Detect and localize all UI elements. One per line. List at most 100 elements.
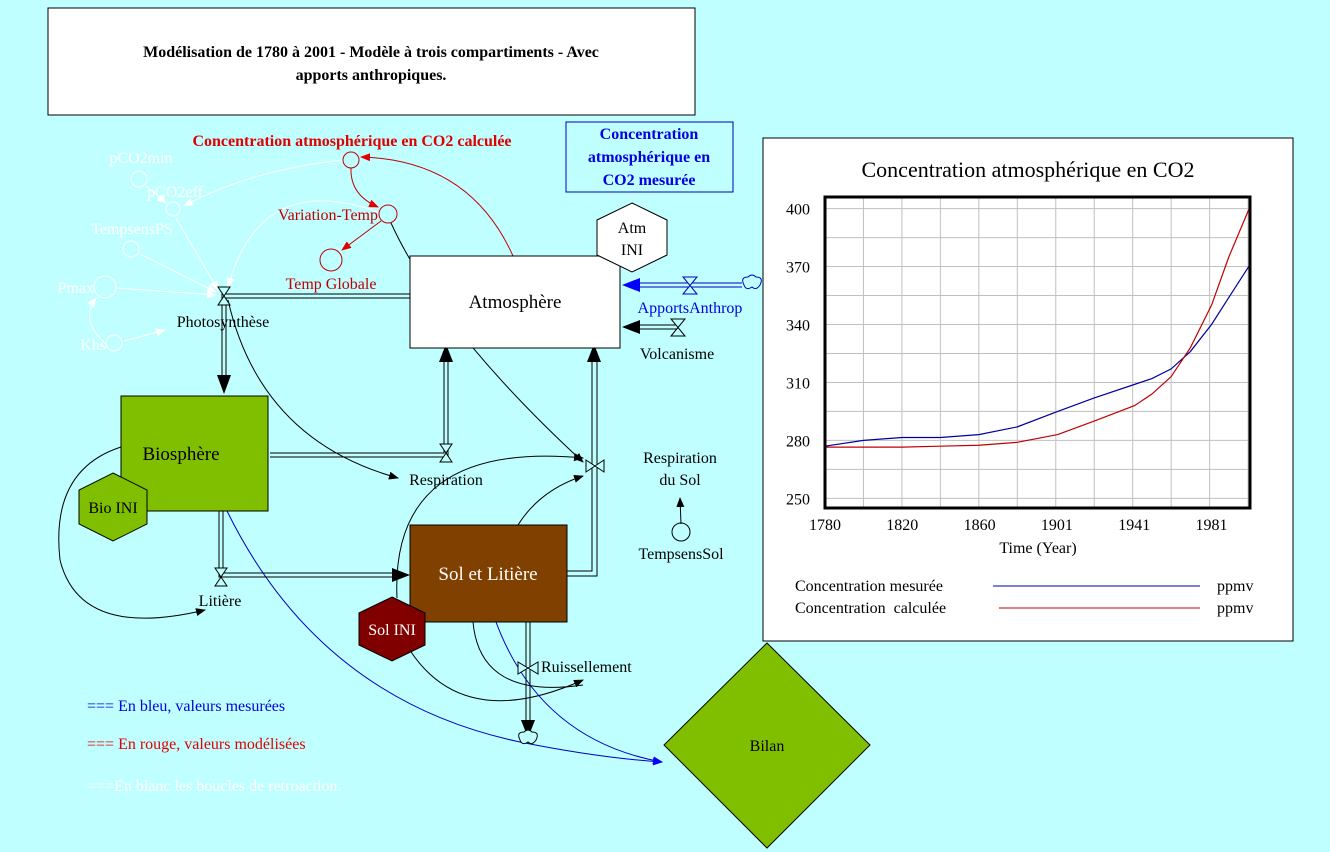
variation-temp-label: Variation-Temp <box>278 207 378 224</box>
photosynthese-label: Photosynthèse <box>177 314 269 331</box>
variation-temp-node[interactable] <box>378 204 398 224</box>
valve-apports[interactable] <box>681 276 699 295</box>
conc-calc-node[interactable] <box>342 151 360 169</box>
cloud-apports-icon <box>742 274 762 290</box>
conc-mesuree-box[interactable]: Concentration atmosphérique en CO2 mesur… <box>565 121 734 193</box>
atm-ini[interactable]: Atm INI <box>596 202 668 273</box>
link-tempsenssol-respsol <box>676 497 685 525</box>
y-tick-label: 340 <box>786 317 810 334</box>
pmax-label: Pmax <box>58 280 94 297</box>
link-sol-bilan <box>495 621 663 765</box>
sol-ini-label: Sol INI <box>368 622 416 639</box>
link-atm-conc <box>360 153 514 257</box>
ruissellement-label: Ruissellement <box>541 659 632 676</box>
temp-globale-label: Temp Globale <box>286 276 377 293</box>
tempsenssol-node[interactable] <box>671 522 691 542</box>
y-tick-label: 280 <box>786 433 810 450</box>
note-blue: === En bleu, valeurs mesurées <box>87 698 285 715</box>
pco2min-label: pCO2min <box>109 150 172 167</box>
respiration-sol-label-2: du Sol <box>659 472 701 489</box>
valve-respiration-sol[interactable] <box>585 459 605 473</box>
atm-ini-line2: INI <box>621 242 643 259</box>
x-tick-label: 1981 <box>1196 517 1228 534</box>
series-line-mesuree <box>824 264 1251 447</box>
link-vartemp-tempglobale <box>341 220 382 251</box>
x-tick-label: 1901 <box>1041 517 1073 534</box>
link-solini-ruiss <box>405 643 584 702</box>
bilan-label: Bilan <box>750 738 785 755</box>
arrowhead-apports <box>622 278 640 292</box>
link-pco2min-pco2eff <box>145 185 167 204</box>
y-tick-label: 400 <box>786 202 810 219</box>
conc-mes-line3: CO2 mesurée <box>603 172 696 189</box>
x-tick-label: 1860 <box>964 517 996 534</box>
chart-panel: Concentration atmosphérique en CO2 1780 1… <box>762 137 1294 642</box>
pipe-litiere <box>218 511 398 578</box>
valve-volcanisme[interactable] <box>669 318 687 337</box>
pipe-respiration <box>270 360 449 458</box>
x-tick-label: 1941 <box>1118 517 1150 534</box>
litiere-label: Litière <box>199 593 242 610</box>
pmax-node[interactable] <box>93 275 117 299</box>
link-photo-respiration <box>227 299 399 480</box>
conc-mes-line1: Concentration <box>600 126 699 143</box>
temp-globale-node[interactable] <box>319 248 343 272</box>
link-khs-photo <box>123 328 166 342</box>
x-tick-label: 1820 <box>886 517 918 534</box>
arrowhead-volcanisme <box>622 320 640 334</box>
pipe-volcanisme <box>634 324 678 330</box>
link-bio-bilan <box>226 510 663 766</box>
respiration-label: Respiration <box>409 472 483 489</box>
valve-respiration[interactable] <box>439 443 453 463</box>
cloud-ruissellement-icon <box>518 729 538 745</box>
link-vartemp-photo <box>226 200 379 288</box>
note-red: === En rouge, valeurs modélisées <box>87 736 306 753</box>
link-sol-respsol-1 <box>396 453 584 599</box>
title-box: Modélisation de 1780 à 2001 - Modèle à t… <box>47 7 696 116</box>
tempsensps-node[interactable] <box>122 240 140 258</box>
khs-label: Khs <box>80 337 106 354</box>
link-conc-pco2eff <box>183 159 344 207</box>
atmosphere-label: Atmosphère <box>469 292 562 313</box>
link-tempsensps-photo <box>139 253 217 293</box>
respiration-sol-label-1: Respiration <box>643 450 717 467</box>
link-khs-pmax <box>87 297 105 343</box>
link-pmax-photo <box>115 287 217 299</box>
link-conc-vartemp <box>350 167 379 208</box>
pco2eff-node[interactable] <box>165 201 181 217</box>
note-white: ===En blanc les boucles de retroaction. <box>87 778 342 795</box>
arrowhead-sol-in <box>392 568 410 582</box>
link-pco2eff-photo <box>175 217 219 291</box>
tempsenssol-label: TempsensSol <box>638 546 724 563</box>
arrowhead-ruiss-out <box>521 720 535 738</box>
valve-ruissellement[interactable] <box>517 661 539 675</box>
arrowhead-bio-in <box>217 375 231 394</box>
chart-title: Concentration atmosphérique en CO2 <box>862 157 1195 182</box>
title-line1: Modélisation de 1780 à 2001 - Modèle à t… <box>143 44 599 61</box>
arrowhead-atm-in-resp <box>439 344 453 362</box>
stock-sol[interactable]: Sol et Litière <box>409 524 568 623</box>
chart-plot-frame <box>823 195 1252 510</box>
sol-label: Sol et Litière <box>438 564 537 585</box>
stock-atmosphere[interactable]: Atmosphère <box>409 255 621 349</box>
valve-litiere[interactable] <box>214 567 228 587</box>
sol-ini[interactable]: Sol INI <box>358 596 426 662</box>
y-tick-label: 250 <box>786 491 810 508</box>
chart-xlabel: Time (Year) <box>999 540 1076 557</box>
pipe-photosynthese <box>221 293 410 385</box>
bilan[interactable]: Bilan <box>663 642 871 849</box>
link-sol-respsol-2 <box>517 474 584 526</box>
series-line-calculee <box>825 206 1251 448</box>
y-tick-label: 370 <box>786 260 810 277</box>
pco2eff-label: pCO2eff <box>147 184 203 201</box>
bio-ini[interactable]: Bio INI <box>78 472 148 542</box>
legend-unit-mesuree: ppmv <box>1217 578 1253 595</box>
link-sol-ruiss <box>472 621 584 688</box>
pco2min-node[interactable] <box>130 170 148 188</box>
khs-node[interactable] <box>105 334 123 352</box>
pipe-respiration-sol <box>567 360 598 577</box>
x-tick-label: 1780 <box>809 517 841 534</box>
valve-photosynthese[interactable] <box>217 286 231 306</box>
conc-calc-label: Concentration atmosphérique en CO2 calcu… <box>192 133 511 150</box>
